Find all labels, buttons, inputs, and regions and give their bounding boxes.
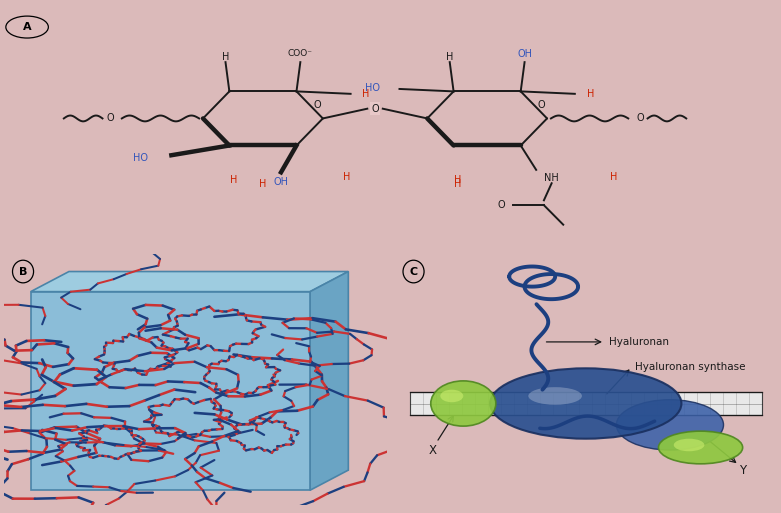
Text: COO⁻: COO⁻: [288, 49, 313, 58]
Text: HO: HO: [365, 83, 380, 93]
Text: O: O: [106, 113, 114, 124]
Text: H: H: [362, 89, 369, 99]
Ellipse shape: [440, 390, 463, 402]
Text: H: H: [230, 174, 237, 185]
Text: H: H: [259, 180, 266, 189]
Ellipse shape: [616, 400, 723, 450]
Text: H: H: [222, 52, 229, 62]
Text: B: B: [19, 267, 27, 277]
Ellipse shape: [674, 439, 704, 451]
Polygon shape: [30, 271, 348, 291]
Text: H: H: [610, 172, 617, 182]
Text: H: H: [454, 180, 461, 189]
Polygon shape: [69, 271, 348, 470]
Text: O: O: [497, 200, 505, 210]
Ellipse shape: [658, 431, 743, 464]
Polygon shape: [30, 291, 310, 490]
Text: HO: HO: [133, 153, 148, 163]
Text: C: C: [409, 267, 418, 277]
Text: Y: Y: [739, 464, 746, 477]
Text: A: A: [23, 22, 31, 32]
Ellipse shape: [528, 387, 582, 405]
Text: Hyaluronan synthase: Hyaluronan synthase: [636, 362, 746, 372]
Text: OH: OH: [273, 177, 288, 187]
Text: O: O: [371, 104, 379, 114]
Text: OH: OH: [517, 49, 532, 58]
Ellipse shape: [490, 368, 681, 439]
Text: O: O: [314, 100, 321, 110]
Text: NH: NH: [544, 173, 559, 183]
Text: X: X: [429, 444, 437, 457]
Text: H: H: [587, 89, 594, 99]
Text: Hyaluronan: Hyaluronan: [608, 337, 669, 347]
Ellipse shape: [431, 381, 496, 426]
Bar: [410, 392, 761, 415]
Text: O: O: [538, 100, 545, 110]
Text: H: H: [446, 52, 454, 62]
Text: O: O: [636, 113, 644, 124]
Text: H: H: [343, 172, 351, 182]
Text: H: H: [454, 174, 461, 185]
Polygon shape: [310, 271, 348, 490]
